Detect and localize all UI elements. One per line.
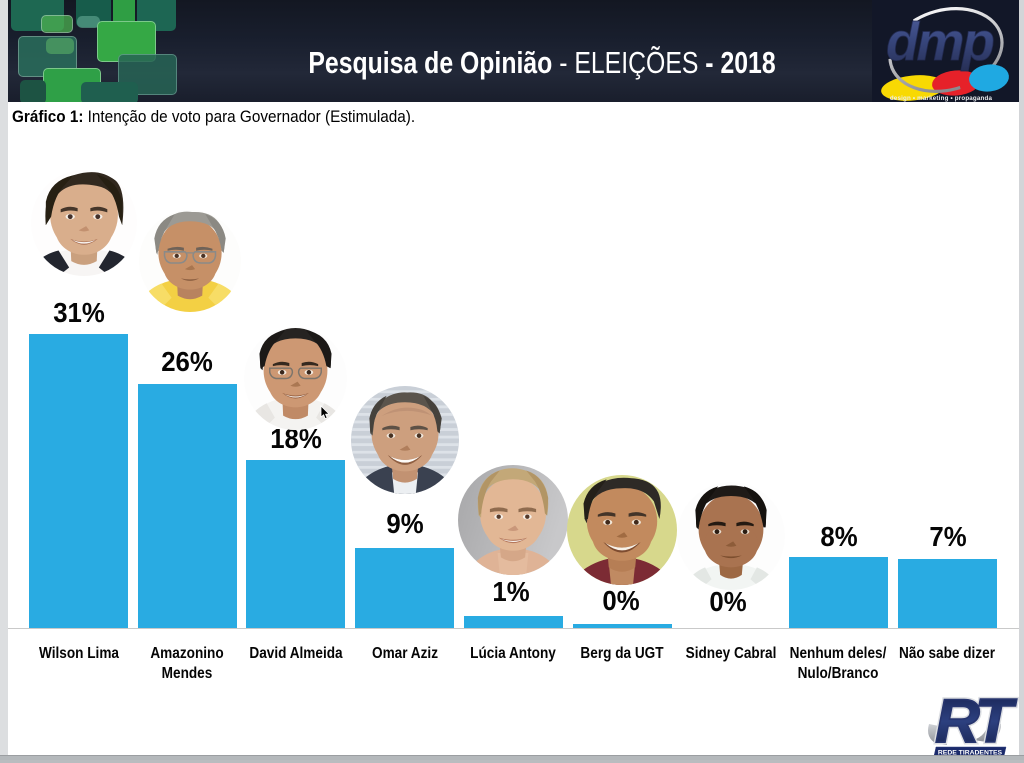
svg-text:design • marketing • propagand: design • marketing • propaganda [890,95,993,102]
svg-text:REDE TIRADENTES: REDE TIRADENTES [938,749,1003,756]
svg-text:dmp: dmp [886,12,994,72]
svg-text:RT: RT [935,687,1018,756]
